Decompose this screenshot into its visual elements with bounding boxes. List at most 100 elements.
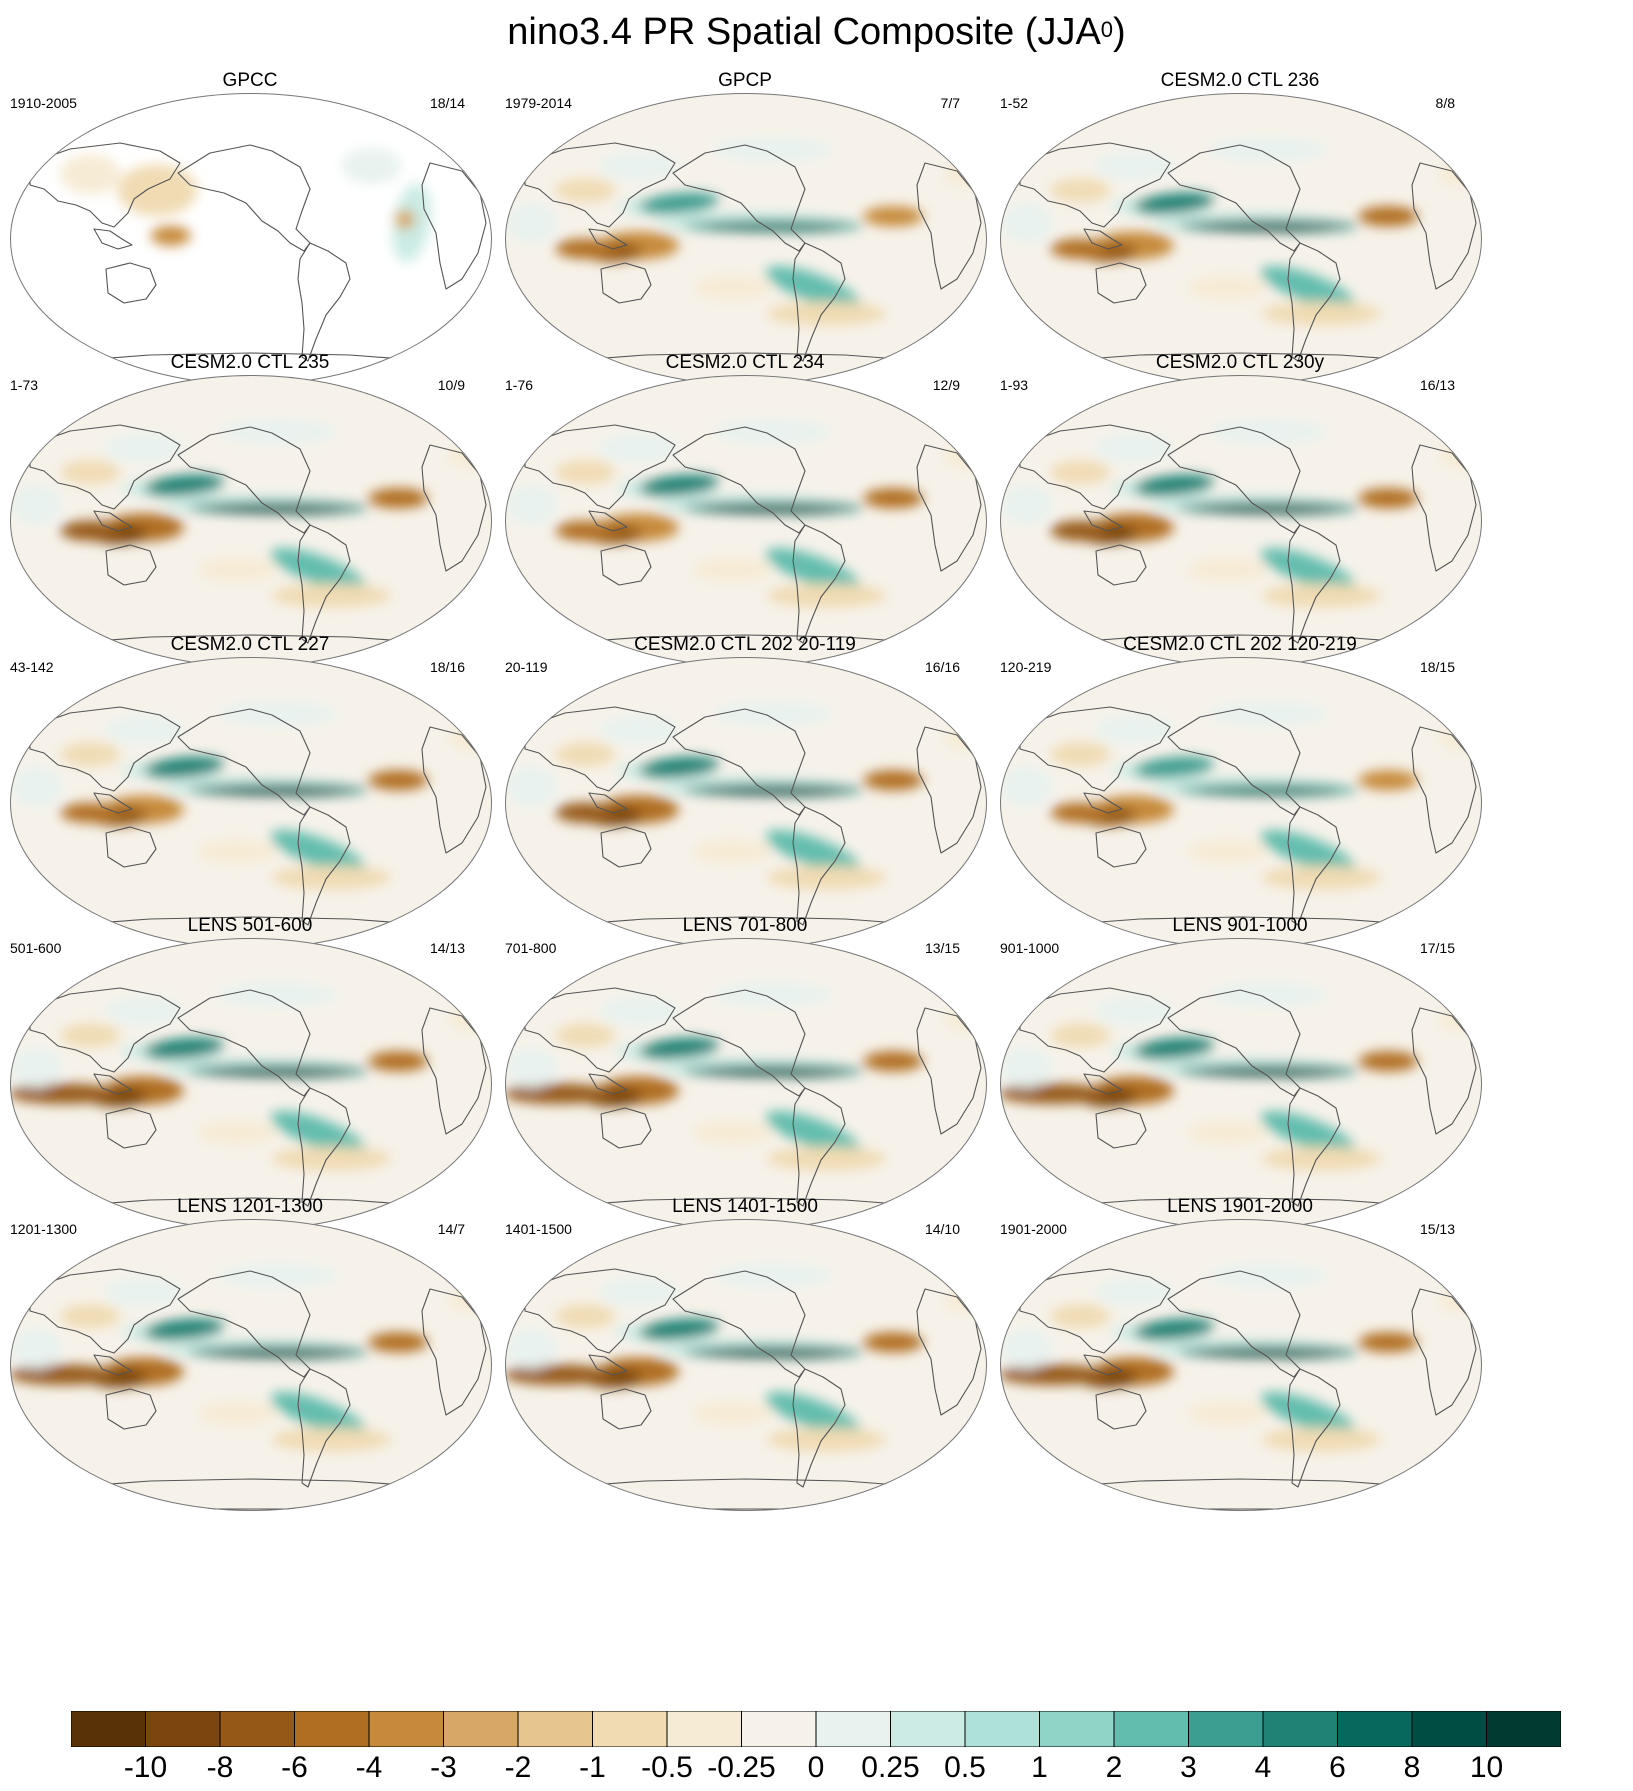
- south-america-outline: [792, 242, 846, 362]
- anomaly-shading: [712, 137, 833, 162]
- anomaly-shading: [1207, 1263, 1328, 1288]
- title-text: nino3.4 PR Spatial Composite (JJA: [507, 11, 1101, 53]
- colorbar-swatch: [890, 1711, 966, 1747]
- map-panel-grid: GPCC 1910-2005 18/14 GPCP 1979-2014 7/7 CESM2.…: [0, 70, 1616, 1516]
- australia-outline: [1095, 1107, 1147, 1149]
- itcz-wet-band: [702, 1349, 843, 1358]
- anomaly-shading: [712, 982, 833, 1007]
- colorbar-swatch: [1486, 1711, 1561, 1747]
- central-america-dry-anomaly: [1358, 770, 1419, 791]
- anomaly-shading: [692, 275, 773, 300]
- asia-outline: [524, 1268, 676, 1354]
- anomaly-shading: [197, 839, 278, 864]
- asia-outline: [524, 987, 676, 1073]
- maritime-continent-outline: [588, 228, 628, 250]
- colorbar-swatches: [71, 1711, 1561, 1747]
- southern-dry-anomaly: [1261, 1146, 1382, 1171]
- map-panel: LENS 901-1000 901-1000 17/15: [990, 915, 1490, 1235]
- south-america-outline: [792, 1368, 846, 1488]
- colorbar-swatch: [666, 1711, 742, 1747]
- colorbar-swatch: [1039, 1711, 1115, 1747]
- southern-dry-anomaly: [766, 583, 887, 608]
- atlantic-dry-anomaly: [1536, 1344, 1616, 1360]
- anomaly-shading: [197, 557, 278, 582]
- anomaly-shading: [598, 434, 679, 462]
- anomaly-shading: [692, 1401, 773, 1426]
- maritime-continent-outline: [93, 1354, 133, 1376]
- map-panel: CESM2.0 CTL 236 1-52 8/8: [990, 70, 1490, 390]
- anomaly-shading: [60, 742, 121, 767]
- map-panel: LENS 1201-1300 1201-1300 14/7: [0, 1196, 500, 1516]
- anomaly-shading: [712, 1263, 833, 1288]
- globe-map: [505, 657, 987, 949]
- anomaly-shading: [639, 1037, 719, 1059]
- maritime-continent-outline: [93, 792, 133, 814]
- globe-background: [505, 375, 987, 667]
- spcz-wet-anomaly: [270, 1111, 366, 1155]
- spcz-wet-anomaly: [1260, 266, 1356, 310]
- panel-year-range: 1901-2000: [1000, 1221, 1067, 1237]
- maritime-continent-outline: [93, 1073, 133, 1095]
- indian-ocean-dry-anomaly: [1050, 520, 1111, 541]
- globe-map: [1000, 93, 1482, 385]
- anomaly-shading: [506, 766, 557, 807]
- land-anomaly: [341, 148, 402, 184]
- globe-map: [1000, 375, 1482, 667]
- globe-map: [1000, 657, 1482, 949]
- panel-title: LENS 701-800: [682, 915, 808, 936]
- anomaly-shading: [144, 1037, 224, 1059]
- anomaly-shading: [217, 419, 338, 444]
- central-america-dry-anomaly: [368, 770, 429, 791]
- atlantic-dry-anomaly: [1536, 1063, 1616, 1079]
- anomaly-shading: [1596, 290, 1633, 318]
- anomaly-shading: [11, 1328, 62, 1369]
- panel-year-range: 501-600: [10, 940, 62, 956]
- panel-year-range: 1-52: [1000, 95, 1029, 111]
- south-america-outline: [297, 1087, 351, 1207]
- anomaly-shading: [1187, 1401, 1268, 1426]
- australia-outline: [600, 826, 652, 868]
- anomaly-shading: [217, 701, 338, 726]
- anomaly-shading: [1050, 178, 1111, 203]
- south-america-outline: [297, 524, 351, 644]
- map-panel: CESM2.0 CTL 202 120-219 120-219 18/15: [990, 634, 1490, 954]
- colorbar-tick-label: 4: [1254, 1751, 1272, 1784]
- panel-event-count: 18/15: [1419, 659, 1455, 675]
- map-panel: LENS 701-800 701-800 13/15: [495, 915, 995, 1235]
- anomaly-shading: [639, 474, 719, 496]
- australia-outline: [600, 262, 652, 304]
- anomaly-shading: [1187, 1120, 1268, 1145]
- itcz-wet-band: [702, 787, 843, 796]
- australia-outline: [1095, 544, 1147, 586]
- indian-ocean-dry-anomaly: [1050, 238, 1111, 259]
- anomaly-shading: [692, 557, 773, 582]
- globe-map: [1000, 938, 1482, 1230]
- atlantic-dry-anomaly: [1536, 500, 1616, 516]
- anomaly-shading: [712, 419, 833, 444]
- southern-dry-anomaly: [271, 583, 392, 608]
- colorbar-tick-label: -8: [206, 1751, 234, 1784]
- anomaly-shading: [1001, 202, 1052, 243]
- south-america-outline: [1287, 524, 1341, 644]
- panel-year-range: 701-800: [505, 940, 557, 956]
- colorbar-tick-label: 2: [1105, 1751, 1123, 1784]
- maritime-continent-outline: [588, 1354, 628, 1376]
- colorbar-tick-label: 0: [807, 1751, 825, 1784]
- panel-title: CESM2.0 CTL 234: [665, 352, 825, 373]
- indian-ocean-dry-anomaly: [505, 1083, 614, 1104]
- anomaly-shading: [1477, 273, 1482, 302]
- globe-outline: [1000, 1219, 1482, 1511]
- map-panel: CESM2.0 CTL 230y 1-93 16/13: [990, 352, 1490, 672]
- panel-event-count: 13/15: [924, 940, 960, 956]
- south-america-outline: [1287, 806, 1341, 926]
- map-panel: CESM2.0 CTL 202 20-119 20-119 16/16: [495, 634, 995, 954]
- globe-background: [10, 938, 492, 1230]
- asia-outline: [524, 424, 676, 510]
- spcz-wet-anomaly: [1260, 1111, 1356, 1155]
- anomaly-shading: [598, 152, 679, 180]
- globe-background: [1000, 93, 1482, 385]
- panel-event-count: 12/9: [932, 377, 960, 393]
- asia-outline: [1019, 706, 1171, 792]
- southern-dry-anomaly: [766, 1427, 887, 1452]
- australia-outline: [1095, 262, 1147, 304]
